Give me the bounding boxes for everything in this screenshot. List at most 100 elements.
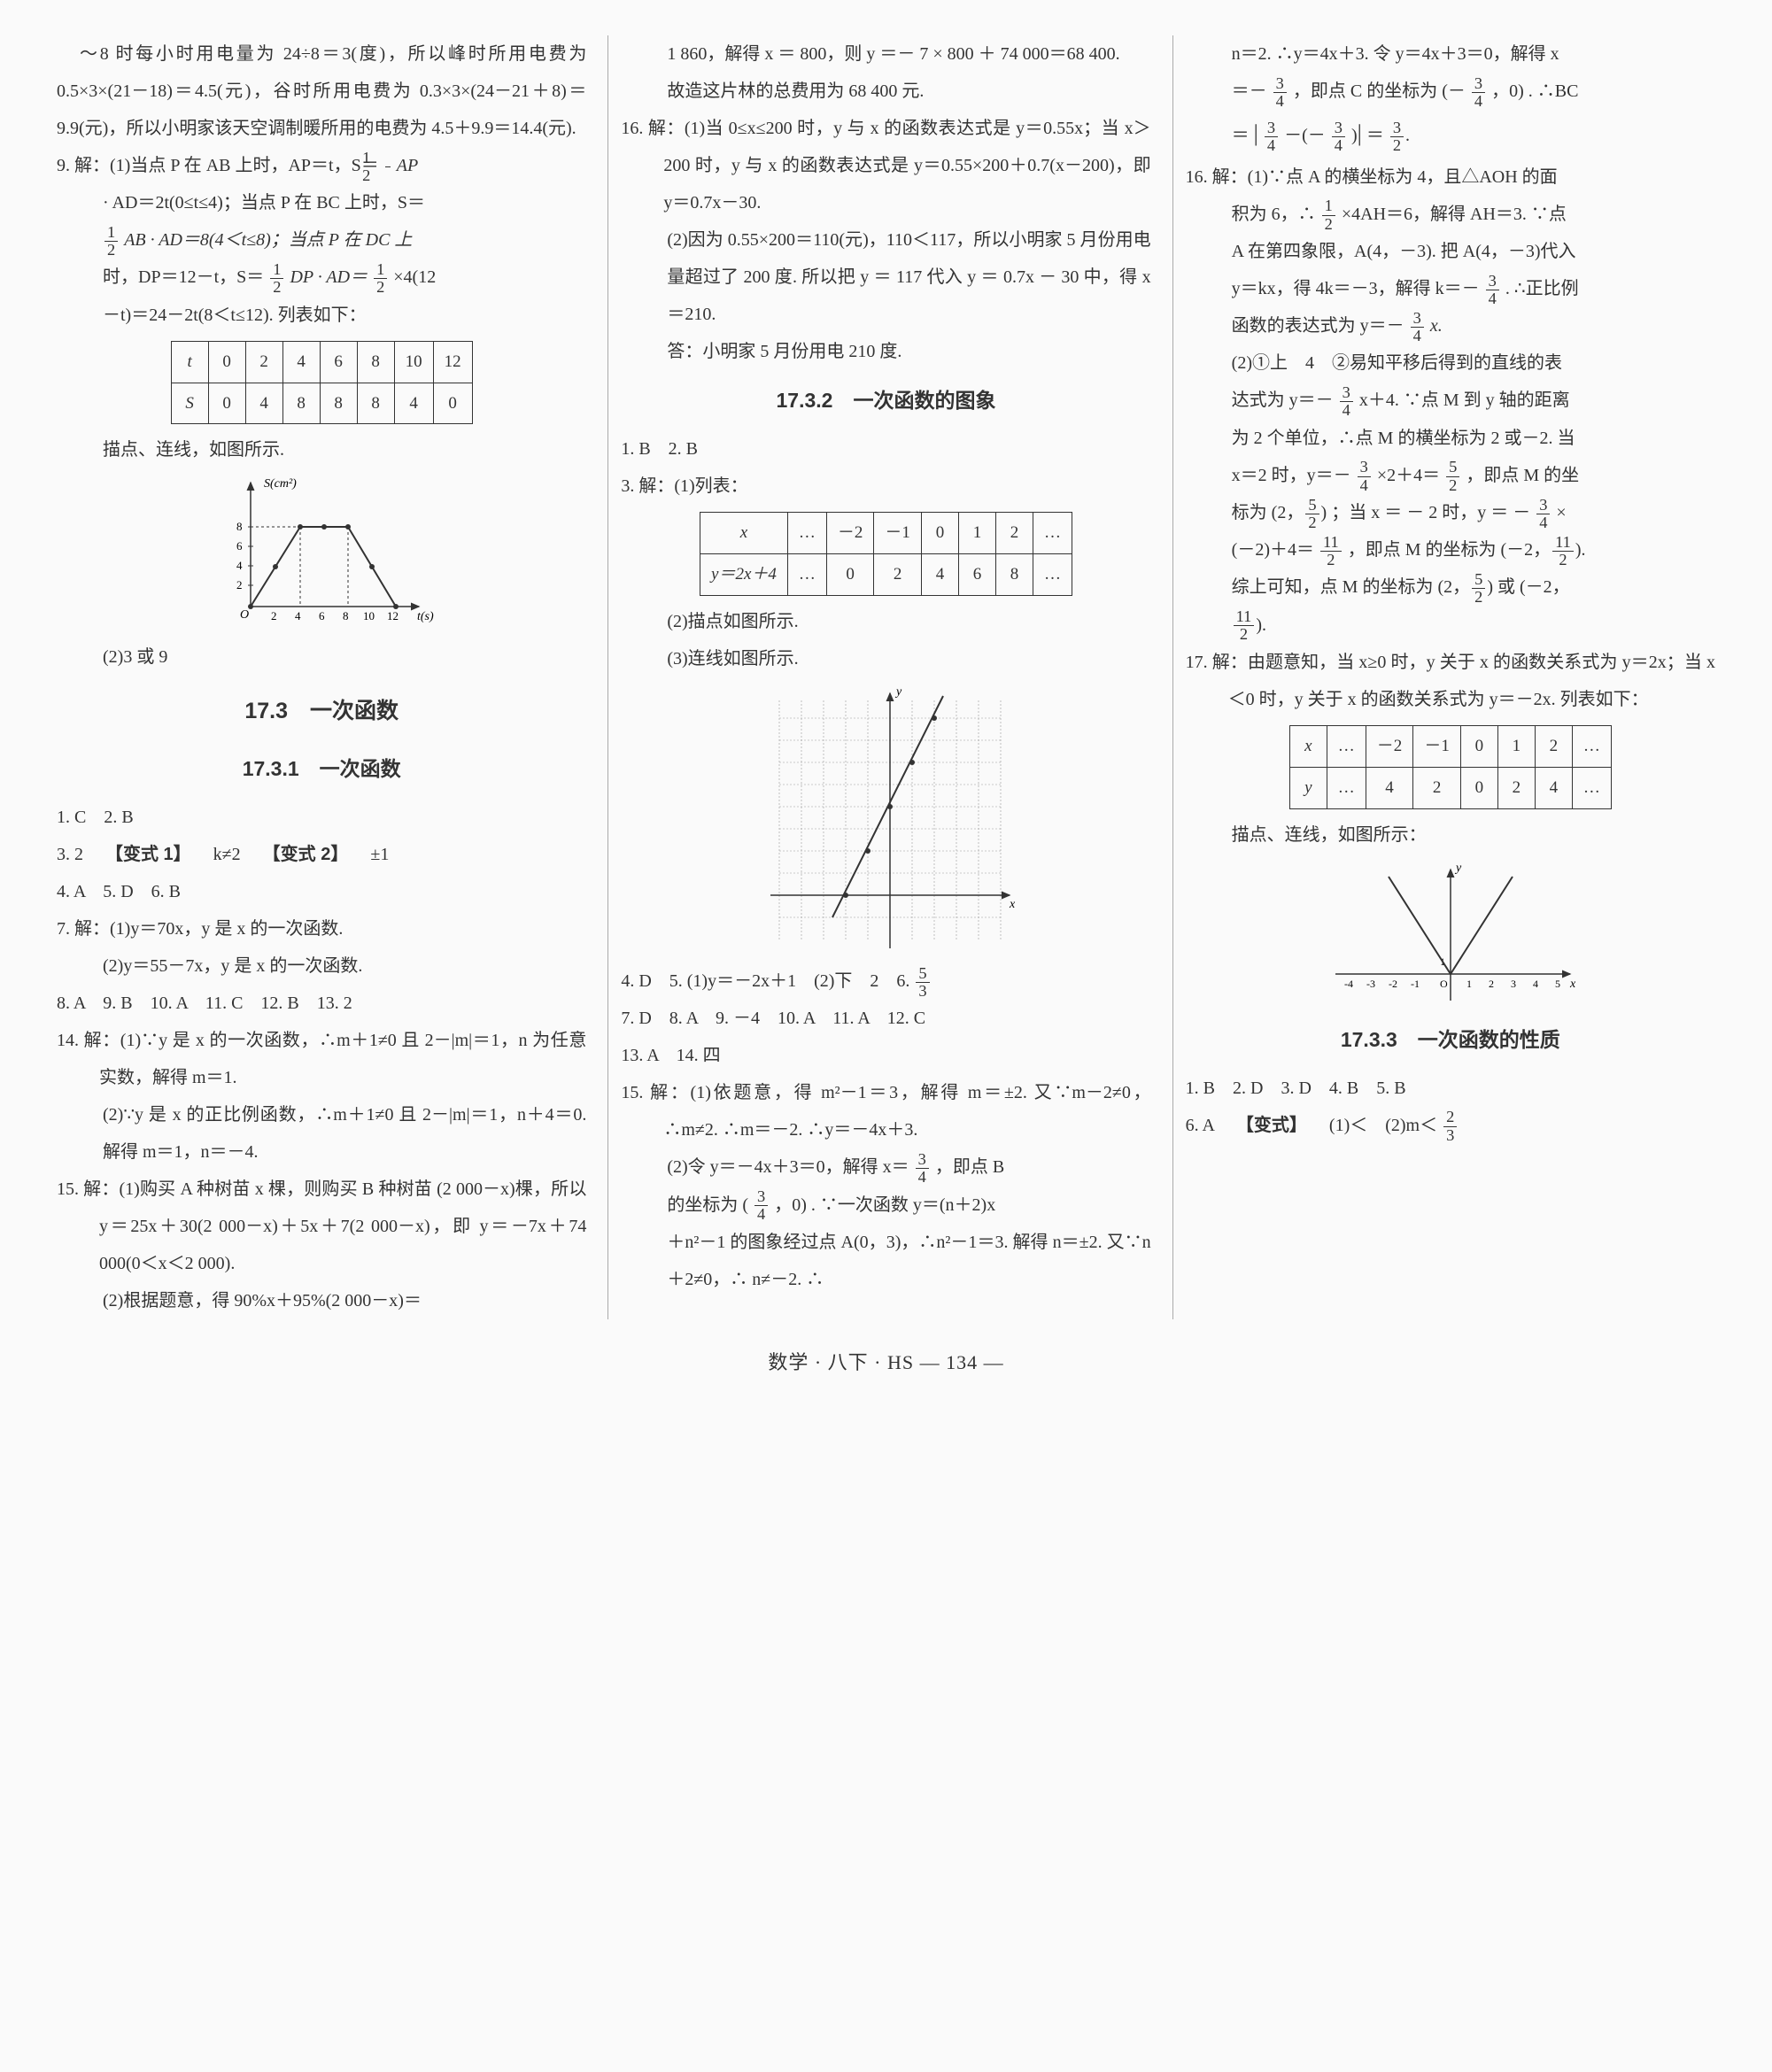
t: ＝ (1366, 126, 1384, 145)
c1-l15b: (2)根据题意，得 90%x＋95%(2 000－x)＝ (57, 1282, 586, 1319)
c1-l4: 4. A 5. D 6. B (57, 873, 586, 910)
t: 3. 2 (57, 845, 101, 864)
cell: S (171, 383, 208, 424)
svg-text:t(s): t(s) (417, 610, 434, 623)
svg-text:2: 2 (1489, 978, 1494, 990)
c3-q16b1: (2)①上 4 ②易知平移后得到的直线的表 (1186, 344, 1715, 382)
c2-q16a: 16. 解：(1)当 0≤x≤200 时，y 与 x 的函数表达式是 y＝0.5… (621, 110, 1150, 221)
cell: 8 (282, 383, 320, 424)
table-xy-abs: x … －2 －1 0 1 2 … y … 4 2 0 2 4 … (1289, 725, 1612, 809)
t: AB · AD＝8(4＜t≤8)；当点 P 在 DC 上 (124, 230, 412, 250)
cell: x (700, 513, 788, 554)
c1-l15a: 15. 解：(1)购买 A 种树苗 x 棵，则购买 B 种树苗 (2 000－x… (57, 1171, 586, 1282)
frac-3-4: 34 (916, 1151, 929, 1187)
c1-desc: 描点、连线，如图所示. (57, 431, 586, 468)
c3-q16b8: 标为 (2，52) ；当 x ＝ － 2 时，y ＝ － 34 × (1186, 494, 1715, 531)
cell: 2 (1535, 725, 1572, 767)
cell: 2 (245, 341, 282, 383)
graph-line: x y (744, 683, 1027, 957)
cell: y＝2x＋4 (700, 554, 788, 596)
frac-5-2: 52 (1472, 571, 1485, 607)
svg-text:O: O (240, 608, 249, 622)
t: × (1556, 503, 1566, 522)
c3-l6: 6. A 【变式】 (1)＜ (2)m＜ 23 (1186, 1107, 1715, 1144)
cell: … (1327, 725, 1366, 767)
t: ，即点 M 的坐标为 (1348, 540, 1497, 560)
cell: … (1572, 767, 1611, 808)
sec-17-3-1: 17.3.1 一次函数 (57, 747, 586, 790)
svg-text:-2: -2 (1389, 978, 1397, 990)
graph-v: x y -4-3-2-1 O 12345 1 (1318, 859, 1583, 1009)
t: x＝2 时，y＝－ (1232, 466, 1351, 485)
c3-q16b4: 为 2 个单位，∴点 M 的横坐标为 2 或－2. 当 (1186, 420, 1715, 457)
c2-p2: 故造这片林的总费用为 68 400 元. (621, 73, 1150, 110)
t: k≠2 (196, 845, 259, 864)
frac-5-2: 52 (1305, 497, 1319, 532)
c3-q16b13: 综上可知，点 M 的坐标为 (2，52) 或 (－2， (1186, 568, 1715, 606)
cell: 0 (826, 554, 874, 596)
cell: … (1033, 554, 1072, 596)
svg-text:4: 4 (295, 609, 301, 622)
cell: 8 (357, 341, 394, 383)
c1-q9e: 时，DP＝12－t，S＝ 12 DP · AD＝ 12 ×4(12 (57, 259, 586, 296)
cell: －2 (1366, 725, 1413, 767)
c1-p1: ～8 时每小时用电量为 24÷8＝3(度)，所以峰时所用电费为 0.5×3×(2… (57, 35, 586, 147)
sec-17-3-3: 17.3.3 一次函数的性质 (1186, 1018, 1715, 1061)
sec-17-3-2: 17.3.2 一次函数的图象 (621, 379, 1150, 421)
t: (－2)＋4＝ (1232, 540, 1314, 560)
svg-text:O: O (1440, 978, 1448, 990)
c2-q16c: 答：小明家 5 月份用电 210 度. (621, 333, 1150, 370)
frac-3-4: 34 (1273, 75, 1287, 111)
c2-l4: 4. D 5. (1)y＝－2x＋1 (2)下 2 6. 53 (621, 963, 1150, 1000)
svg-text:8: 8 (343, 609, 349, 622)
c2-q16b: (2)因为 0.55×200＝110(元)，110＜117，所以小明家 5 月份… (621, 221, 1150, 333)
svg-text:-4: -4 (1344, 978, 1353, 990)
frac-11-2: 112 (1320, 534, 1342, 569)
svg-text:2: 2 (271, 609, 277, 622)
t: ；当 x ＝ － 2 时，y ＝ － (1331, 503, 1530, 522)
c1-l8: 8. A 9. B 10. A 11. C 12. B 13. 2 (57, 985, 586, 1022)
c1-l14b: (2)∵y 是 x 的正比例函数，∴m＋1≠0 且 2－|m|＝1，n＋4＝0.… (57, 1096, 586, 1171)
t: ＝ (1232, 126, 1250, 145)
frac-11-2: 112 (1234, 608, 1255, 644)
cell: 2 (874, 554, 922, 596)
cell: 6 (320, 341, 357, 383)
t: ，即点 B (935, 1157, 1004, 1177)
svg-text:y: y (1454, 862, 1462, 875)
c2-l15a: 15. 解：(1)依题意，得 m²－1＝3，解得 m＝±2. 又∵m－2≠0，∴… (621, 1074, 1150, 1148)
frac-2-3: 23 (1443, 1109, 1457, 1144)
c2-l1: 1. B 2. B (621, 430, 1150, 468)
t: 4. D 5. (1)y＝－2x＋1 (2)下 2 6. (621, 971, 914, 991)
cell: －1 (874, 513, 922, 554)
t: 标为 (1232, 503, 1267, 522)
frac-1-2: 12 (1322, 197, 1335, 233)
t: . ∴正比例 (1505, 279, 1579, 298)
c3-p1a: n＝2. ∴y＝4x＋3. 令 y＝4x＋3＝0，解得 x (1186, 35, 1715, 73)
c1-q9-2: (2)3 或 9 (57, 638, 586, 676)
c1-q9: 9. 解：(1)当点 P 在 AB 上时，AP＝t，S＝ 12 AP (57, 147, 586, 184)
c3-q16b15: 112). (1186, 607, 1715, 644)
bianshi-label: 【变式】 (1236, 1116, 1307, 1135)
svg-text:10: 10 (363, 609, 375, 622)
c3-q16a5: y＝kx，得 4k＝－3，解得 k＝－ 34 . ∴正比例 (1186, 270, 1715, 307)
cell: 0 (208, 383, 245, 424)
page-columns: ～8 时每小时用电量为 24÷8＝3(度)，所以峰时所用电费为 0.5×3×(2… (44, 35, 1728, 1319)
c3-p1c: ＝ | 34 －(－ 34 )| ＝ 32. (1186, 110, 1715, 158)
cell: 4 (921, 554, 958, 596)
bianshi-label: 【变式 2】 (263, 845, 349, 864)
c1-q9d: 12 AB · AD＝8(4＜t≤8)；当点 P 在 DC 上 (57, 221, 586, 259)
c2-l3a: 3. 解：(1)列表： (621, 468, 1150, 505)
cell: 0 (921, 513, 958, 554)
frac-1-2: 12 (374, 261, 387, 297)
svg-text:5: 5 (1555, 978, 1560, 990)
c2-l7: 7. D 8. A 9. －4 10. A 11. A 12. C (621, 1000, 1150, 1037)
c1-l7b: (2)y＝55－7x，y 是 x 的一次函数. (57, 947, 586, 985)
graph-trapezoid: S(cm²) t(s) O 2 4 6 8 2 4 6 8 10 12 (206, 474, 437, 633)
cell: 0 (1460, 767, 1497, 808)
paren: (－ (1442, 81, 1466, 101)
t: 或 (1497, 577, 1515, 597)
t: (2)令 y＝－4x＋3＝0，解得 x＝ (667, 1157, 909, 1177)
frac-3-4: 34 (754, 1188, 768, 1224)
cell: －1 (1413, 725, 1461, 767)
c2-l3c: (3)连线如图所示. (621, 640, 1150, 677)
